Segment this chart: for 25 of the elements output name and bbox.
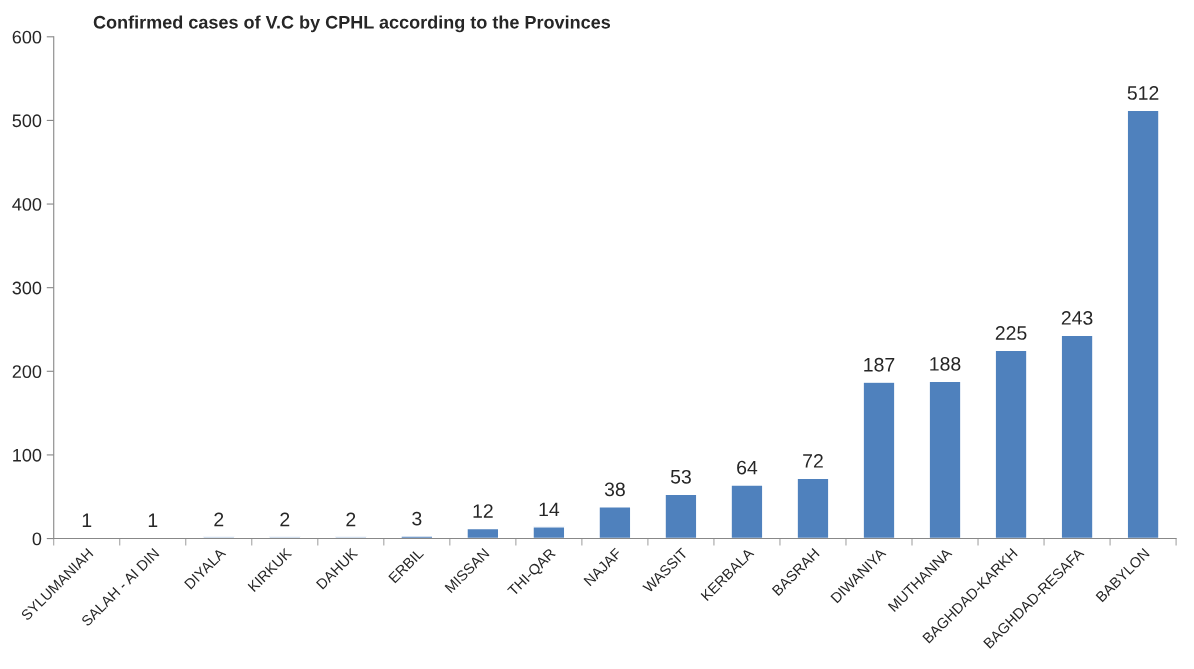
chart-title: Confirmed cases of V.C by CPHL according to the Provinces (93, 15, 611, 33)
y-tick-label: 100 (13, 448, 42, 462)
y-tick-label: 0 (32, 532, 42, 546)
data-label: 12 (473, 504, 493, 518)
data-label: 14 (539, 502, 560, 517)
data-label: 2 (346, 512, 356, 527)
data-label: 187 (864, 357, 895, 372)
data-label: 53 (670, 469, 691, 484)
data-label: 2 (280, 512, 290, 527)
data-label: 64 (737, 460, 758, 475)
y-tick-label: 600 (12, 30, 42, 44)
data-label: 1 (82, 513, 92, 527)
data-label: 72 (803, 454, 823, 468)
y-tick-label: 400 (12, 197, 42, 211)
data-label: 3 (412, 511, 422, 526)
data-label: 38 (604, 482, 625, 497)
data-label: 2 (214, 512, 224, 527)
y-tick-label: 500 (12, 114, 42, 128)
y-tick-label: 300 (12, 281, 42, 295)
y-tick-label: 200 (12, 365, 42, 379)
data-label: 1 (148, 513, 158, 527)
data-label: 188 (930, 357, 961, 371)
data-label: 243 (1061, 311, 1093, 325)
data-label: 225 (995, 326, 1027, 340)
data-label: 512 (1127, 86, 1159, 100)
